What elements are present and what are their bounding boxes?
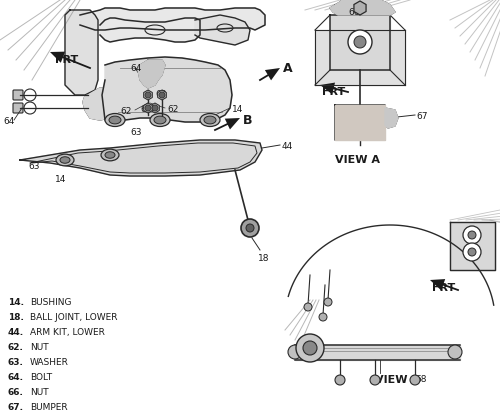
Text: FRT: FRT — [322, 87, 345, 97]
Text: BUMPER: BUMPER — [30, 403, 68, 412]
Circle shape — [410, 375, 420, 385]
Polygon shape — [295, 345, 460, 360]
Text: 63: 63 — [28, 162, 40, 171]
Circle shape — [296, 334, 324, 362]
Polygon shape — [265, 68, 280, 80]
Text: NUT: NUT — [30, 388, 48, 397]
Circle shape — [246, 224, 254, 232]
Text: A: A — [283, 62, 292, 75]
Circle shape — [304, 303, 312, 311]
Ellipse shape — [105, 114, 125, 127]
Text: NUT: NUT — [30, 343, 48, 352]
Text: 68: 68 — [415, 375, 426, 384]
Text: 67: 67 — [416, 112, 428, 121]
Text: 63.: 63. — [8, 358, 24, 367]
Polygon shape — [102, 57, 232, 122]
Text: 14: 14 — [232, 105, 243, 114]
Circle shape — [468, 231, 476, 239]
Circle shape — [303, 341, 317, 355]
Polygon shape — [83, 88, 115, 120]
Polygon shape — [20, 140, 262, 176]
Polygon shape — [385, 108, 398, 128]
Circle shape — [241, 219, 259, 237]
Polygon shape — [195, 15, 250, 45]
Polygon shape — [330, 0, 395, 15]
Text: 63: 63 — [155, 90, 166, 99]
Text: 18.: 18. — [8, 313, 24, 322]
Circle shape — [463, 243, 481, 261]
Text: 64.: 64. — [8, 373, 24, 382]
Polygon shape — [225, 118, 240, 130]
Text: 14: 14 — [55, 175, 66, 184]
Ellipse shape — [101, 149, 119, 161]
Polygon shape — [335, 105, 385, 140]
Text: 66.: 66. — [8, 388, 24, 397]
FancyBboxPatch shape — [13, 90, 23, 100]
Circle shape — [448, 345, 462, 359]
Text: 63: 63 — [140, 105, 151, 114]
Circle shape — [145, 92, 151, 98]
Circle shape — [288, 345, 302, 359]
Text: VIEW A: VIEW A — [335, 155, 380, 165]
Text: 18: 18 — [258, 254, 270, 263]
Ellipse shape — [200, 114, 220, 127]
Circle shape — [468, 248, 476, 256]
Circle shape — [335, 375, 345, 385]
Circle shape — [348, 30, 372, 54]
Text: 64: 64 — [130, 64, 141, 73]
Ellipse shape — [60, 157, 70, 163]
Ellipse shape — [154, 116, 166, 124]
Text: 14.: 14. — [8, 298, 24, 307]
Text: BOLT: BOLT — [30, 373, 52, 382]
Text: ARM KIT, LOWER: ARM KIT, LOWER — [30, 328, 105, 337]
Text: 64: 64 — [3, 117, 14, 126]
Ellipse shape — [204, 116, 216, 124]
FancyBboxPatch shape — [13, 103, 23, 113]
Text: FRT: FRT — [55, 55, 78, 65]
Text: B: B — [243, 114, 252, 127]
Ellipse shape — [109, 116, 121, 124]
Text: 62: 62 — [120, 107, 132, 116]
Text: 63: 63 — [130, 128, 141, 137]
Text: 67.: 67. — [8, 403, 24, 412]
Ellipse shape — [105, 152, 115, 158]
Circle shape — [152, 105, 158, 111]
Polygon shape — [50, 52, 65, 63]
Text: WASHER: WASHER — [30, 358, 69, 367]
Circle shape — [319, 313, 327, 321]
Polygon shape — [315, 30, 405, 85]
Text: FRT: FRT — [432, 283, 455, 293]
Polygon shape — [80, 8, 265, 30]
Circle shape — [463, 226, 481, 244]
Polygon shape — [430, 279, 445, 291]
Text: BALL JOINT, LOWER: BALL JOINT, LOWER — [30, 313, 118, 322]
Text: 62: 62 — [167, 105, 178, 114]
Polygon shape — [450, 222, 495, 270]
Text: VIEW B: VIEW B — [375, 375, 420, 385]
Circle shape — [145, 105, 151, 111]
Text: 44.: 44. — [8, 328, 24, 337]
Ellipse shape — [56, 154, 74, 166]
Polygon shape — [330, 15, 390, 70]
Text: 44: 44 — [282, 142, 293, 151]
Circle shape — [159, 92, 165, 98]
Text: 62.: 62. — [8, 343, 24, 352]
Ellipse shape — [150, 114, 170, 127]
Polygon shape — [100, 18, 200, 42]
Polygon shape — [138, 60, 165, 88]
Polygon shape — [65, 10, 98, 95]
Circle shape — [354, 36, 366, 48]
Circle shape — [324, 298, 332, 306]
Circle shape — [370, 375, 380, 385]
Text: BUSHING: BUSHING — [30, 298, 72, 307]
Polygon shape — [320, 83, 335, 94]
Text: 66: 66 — [348, 8, 360, 17]
